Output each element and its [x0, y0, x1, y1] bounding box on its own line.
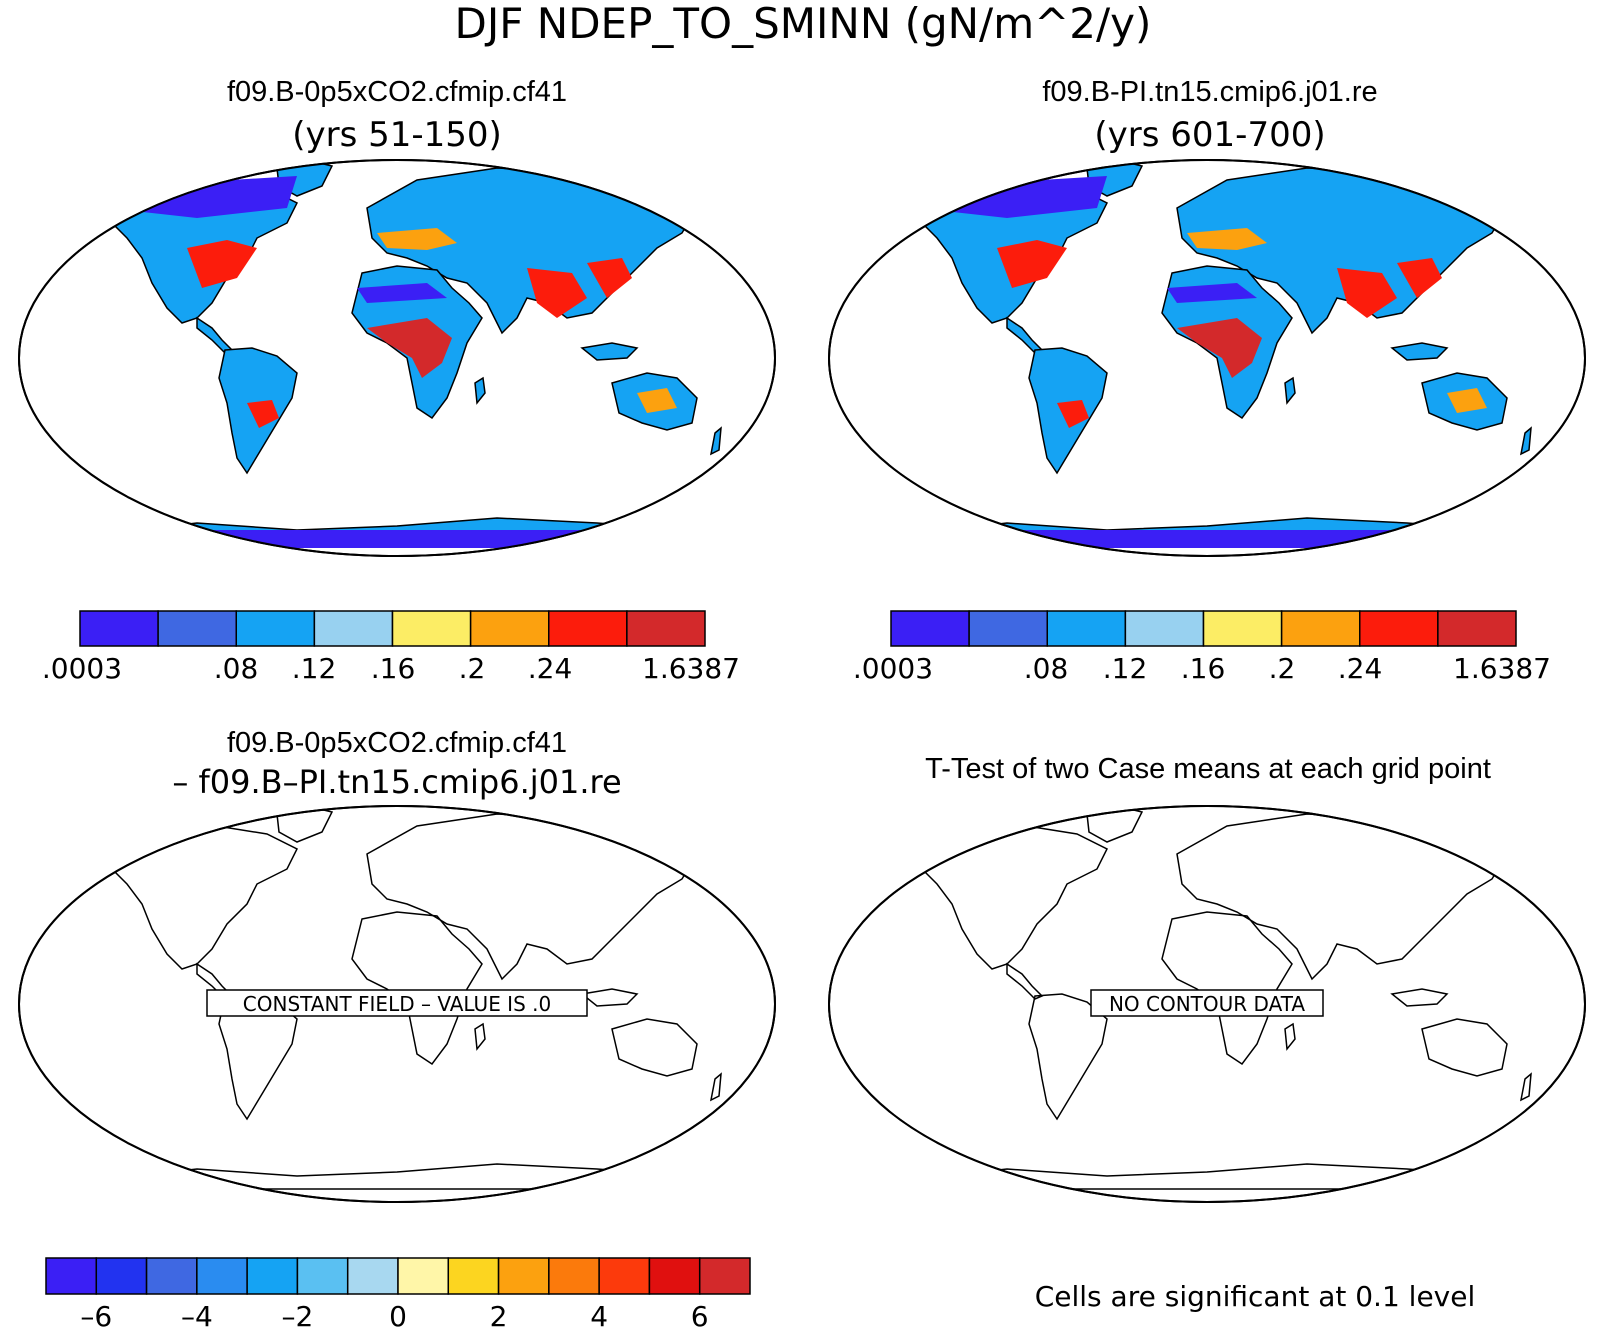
panel-1-subtitle: (yrs 51-150) — [292, 115, 502, 155]
colorbar-box — [626, 610, 706, 647]
colorbar-box — [447, 1257, 500, 1295]
constant-field-note: CONSTANT FIELD – VALUE IS .0 — [243, 992, 551, 1016]
colorbar-box — [346, 1257, 399, 1295]
colorbar-label: –6 — [80, 1300, 112, 1327]
colorbar-label: .16 — [1181, 652, 1226, 685]
region-high-nitrogen — [187, 240, 257, 288]
colorbar-box — [246, 1257, 299, 1295]
panel-3: f09.B-0p5xCO2.cfmip.cf41 – f09.B–PI.tn15… — [18, 727, 776, 1327]
colorbar-label: –2 — [282, 1300, 314, 1327]
colorbar-label: .0003 — [42, 652, 122, 685]
panel-1-map — [18, 159, 776, 557]
colorbar-label: 2 — [490, 1300, 508, 1327]
colorbar-box — [548, 610, 628, 647]
colorbar-box — [648, 1257, 701, 1295]
main-title: DJF NDEP_TO_SMINN (gN/m^2/y) — [455, 0, 1152, 48]
colorbar-label: 0 — [389, 1300, 407, 1327]
panel-2-subtitle: (yrs 601-700) — [1094, 115, 1325, 155]
panel-1-title: f09.B-0p5xCO2.cfmip.cf41 — [227, 76, 567, 108]
panel-3-map: CONSTANT FIELD – VALUE IS .0 — [18, 805, 776, 1203]
colorbar-box — [968, 610, 1048, 647]
colorbar-box — [598, 1257, 651, 1295]
colorbar-label: –4 — [181, 1300, 213, 1327]
colorbar-label: .12 — [292, 652, 337, 685]
panel-3-subtitle: – f09.B–PI.tn15.cmip6.j01.re — [172, 763, 621, 801]
colorbar-label: 6 — [691, 1300, 709, 1327]
colorbar-box — [890, 610, 970, 647]
panel-3-colorbar-labels: –6 –4 –2 0 2 4 6 — [80, 1300, 708, 1327]
colorbar-box — [45, 1257, 98, 1295]
panel-1: f09.B-0p5xCO2.cfmip.cf41 (yrs 51-150) .0… — [18, 76, 776, 685]
colorbar-box — [1359, 610, 1439, 647]
colorbar-box — [296, 1257, 349, 1295]
colorbar-box — [1437, 610, 1517, 647]
panel-3-title: f09.B-0p5xCO2.cfmip.cf41 — [227, 727, 567, 759]
colorbar-label: .2 — [1269, 652, 1296, 685]
colorbar-box — [79, 610, 159, 647]
panel-4-title: T-Test of two Case means at each grid po… — [925, 753, 1491, 785]
colorbar-label: 4 — [590, 1300, 608, 1327]
colorbar-label: .24 — [1338, 652, 1383, 685]
colorbar-box — [397, 1257, 450, 1295]
panel-3-colorbar: –6 –4 –2 0 2 4 6 — [45, 1257, 751, 1327]
panel-2-colorbar-boxes — [890, 610, 1517, 647]
colorbar-box — [1124, 610, 1205, 647]
constant-field-box — [206, 989, 588, 1017]
panel-1-colorbar-labels: .0003 .08 .12 .16 .2 .24 1.6387 — [42, 652, 740, 685]
colorbar-box — [196, 1257, 248, 1295]
panel-2-title: f09.B-PI.tn15.cmip6.j01.re — [1042, 76, 1377, 108]
colorbar-label: 1.6387 — [642, 652, 740, 685]
colorbar-box — [548, 1257, 600, 1295]
panel-4: T-Test of two Case means at each grid po… — [828, 753, 1586, 1313]
colorbar-box — [157, 610, 237, 647]
colorbar-box — [391, 610, 472, 647]
colorbar-label: .08 — [214, 652, 259, 685]
panel-3-colorbar-boxes — [45, 1257, 751, 1295]
colorbar-box — [235, 610, 316, 647]
panel-4-map: NO CONTOUR DATA — [828, 805, 1586, 1203]
panel-2: f09.B-PI.tn15.cmip6.j01.re (yrs 601-700) — [828, 76, 1586, 685]
panel-2-colorbar-labels: .0003 .08 .12 .16 .2 .24 1.6387 — [853, 652, 1551, 685]
colorbar-box — [497, 1257, 550, 1295]
colorbar-label: .24 — [528, 652, 573, 685]
colorbar-label: 1.6387 — [1453, 652, 1551, 685]
panel-1-colorbar-boxes — [79, 610, 706, 647]
significance-note: Cells are significant at 0.1 level — [1035, 1280, 1476, 1313]
colorbar-label: .2 — [459, 652, 486, 685]
colorbar-label: .08 — [1024, 652, 1069, 685]
colorbar-label: .0003 — [853, 652, 933, 685]
colorbar-box — [1202, 610, 1283, 647]
colorbar-box — [145, 1257, 198, 1295]
colorbar-box — [313, 610, 394, 647]
panel-2-colorbar: .0003 .08 .12 .16 .2 .24 1.6387 — [853, 610, 1551, 685]
colorbar-box — [1280, 610, 1361, 647]
colorbar-label: .12 — [1103, 652, 1148, 685]
panel-2-map — [828, 159, 1586, 557]
colorbar-box — [469, 610, 550, 647]
colorbar-label: .16 — [371, 652, 416, 685]
no-contour-box — [1090, 989, 1324, 1017]
colorbar-box — [1046, 610, 1127, 647]
panel-1-colorbar: .0003 .08 .12 .16 .2 .24 1.6387 — [42, 610, 740, 685]
colorbar-box — [698, 1257, 751, 1295]
no-contour-note: NO CONTOUR DATA — [1109, 992, 1305, 1016]
colorbar-box — [95, 1257, 148, 1295]
